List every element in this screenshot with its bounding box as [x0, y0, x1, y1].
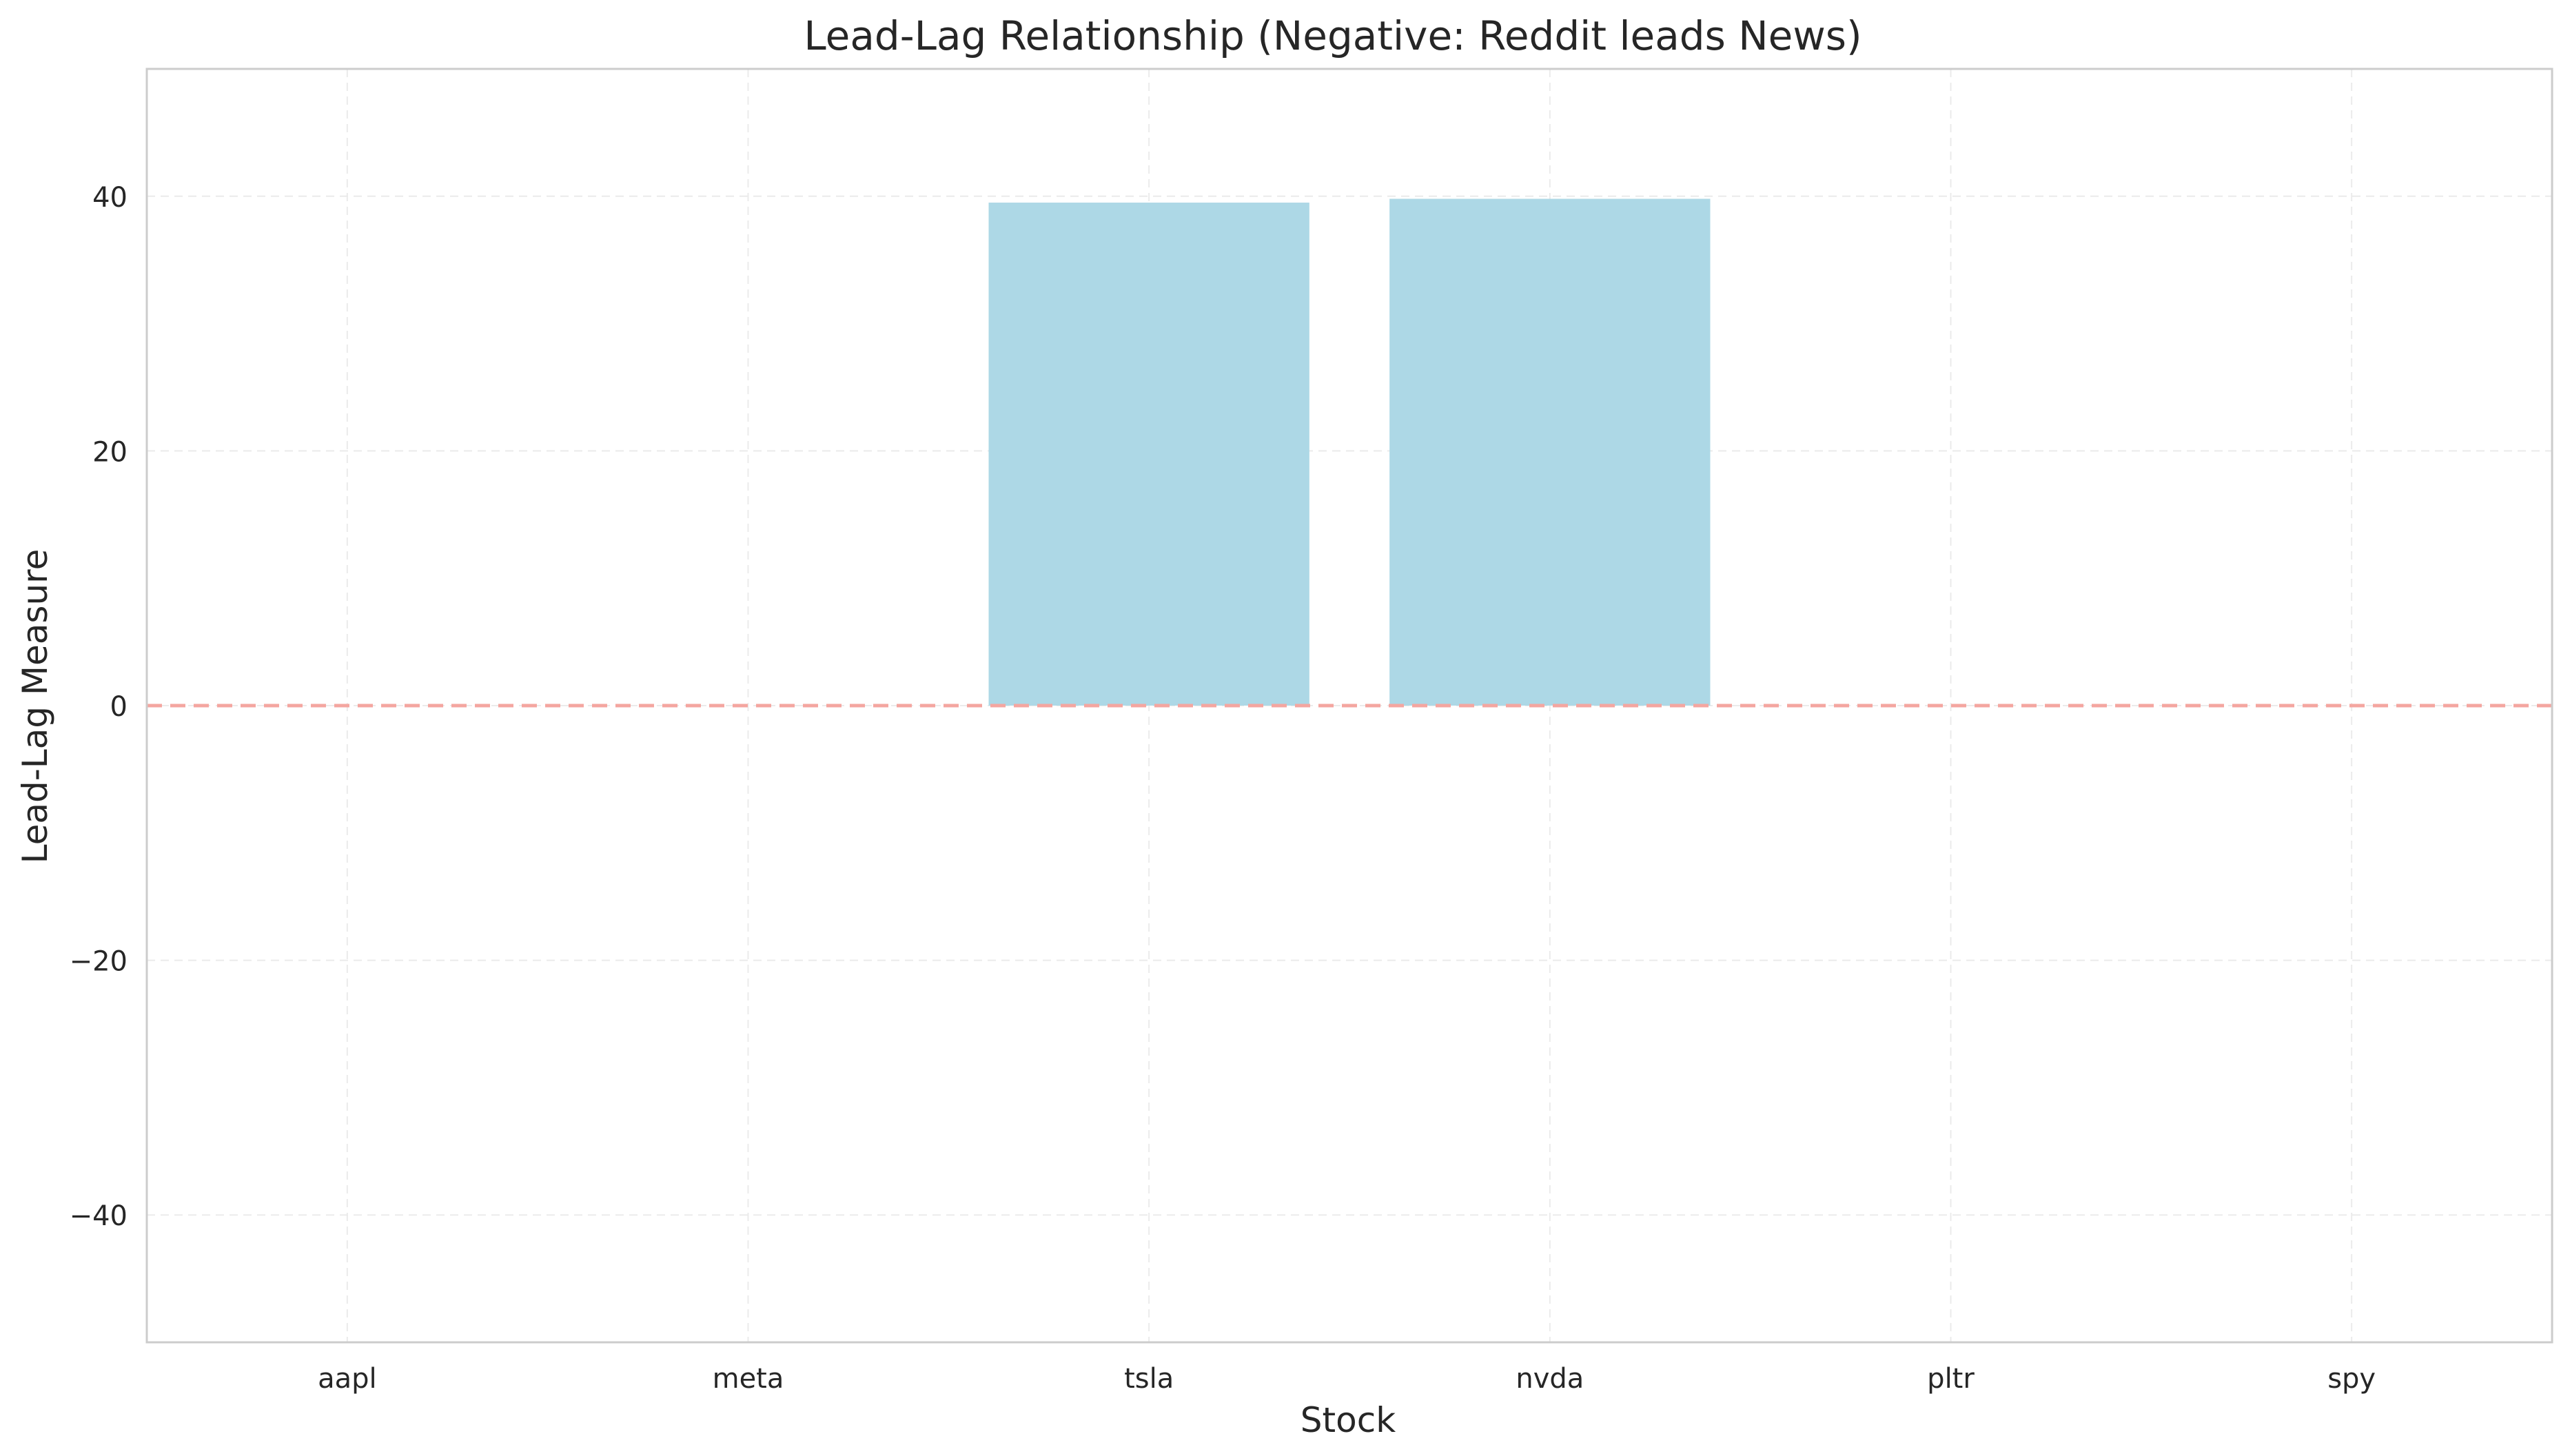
x-tick-label-nvda: nvda [1516, 1363, 1584, 1395]
x-tick-label-meta: meta [713, 1363, 784, 1395]
x-tick-labels: aapl meta tsla nvda pltr spy [318, 1363, 2376, 1395]
y-tick-label: −20 [70, 946, 128, 978]
y-tick-label: 0 [110, 691, 128, 723]
y-tick-label: −40 [70, 1200, 128, 1232]
y-axis-label: Lead-Lag Measure [15, 549, 55, 864]
y-tick-label: 40 [92, 182, 128, 214]
y-tick-label: 20 [92, 436, 128, 468]
bar-nvda [1389, 198, 1711, 706]
x-tick-label-aapl: aapl [318, 1363, 377, 1395]
x-axis-label: Stock [1301, 1400, 1396, 1440]
bars [988, 198, 1711, 706]
chart-title: Lead-Lag Relationship (Negative: Reddit … [804, 12, 1862, 59]
x-tick-label-pltr: pltr [1927, 1363, 1975, 1395]
axes-frame [145, 68, 2553, 1344]
y-tick-labels: −40 −20 0 20 40 [70, 182, 128, 1232]
x-tick-label-spy: spy [2327, 1363, 2376, 1395]
bar-tsla [988, 203, 1309, 706]
x-tick-label-tsla: tsla [1124, 1363, 1174, 1395]
